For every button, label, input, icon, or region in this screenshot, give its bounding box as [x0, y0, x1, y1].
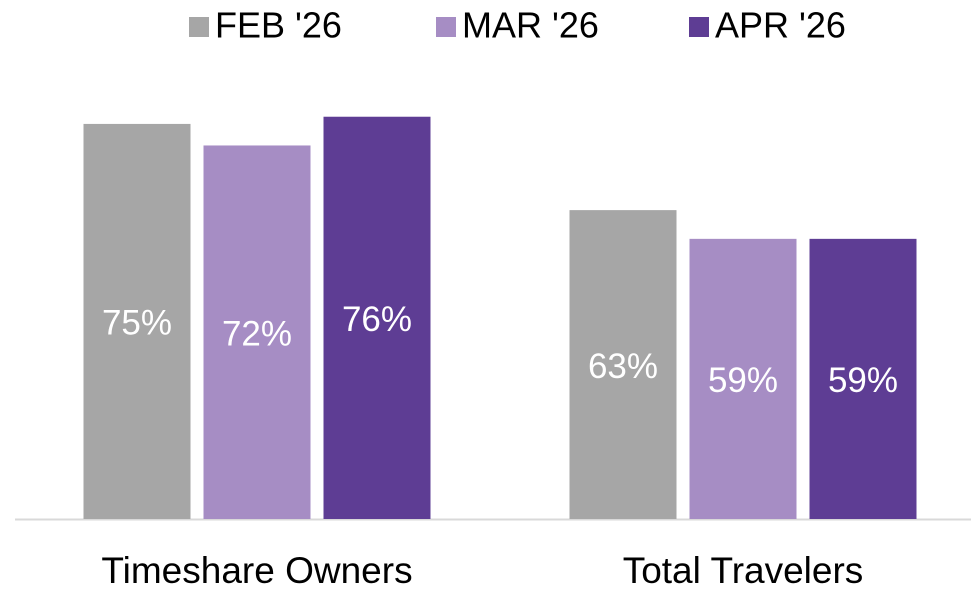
bar [203, 145, 311, 519]
bar [809, 238, 917, 519]
x-tick-label: Timeshare Owners [101, 550, 412, 589]
value-label: 72% [222, 314, 292, 353]
legend-swatch [689, 17, 709, 37]
legend-swatch [189, 17, 209, 37]
legend-swatch [436, 17, 456, 37]
bar [689, 238, 797, 519]
value-label: 59% [828, 361, 898, 400]
value-label: 63% [588, 347, 658, 386]
bar [83, 123, 191, 520]
value-label: 75% [102, 304, 172, 343]
legend-label: FEB '26 [215, 5, 342, 46]
x-tick-label: Total Travelers [623, 550, 864, 589]
legend-label: MAR '26 [462, 5, 599, 46]
value-label: 76% [342, 300, 412, 339]
legend-label: APR '26 [715, 5, 846, 46]
value-label: 59% [708, 361, 778, 400]
bar [323, 116, 431, 519]
bar [569, 210, 677, 519]
